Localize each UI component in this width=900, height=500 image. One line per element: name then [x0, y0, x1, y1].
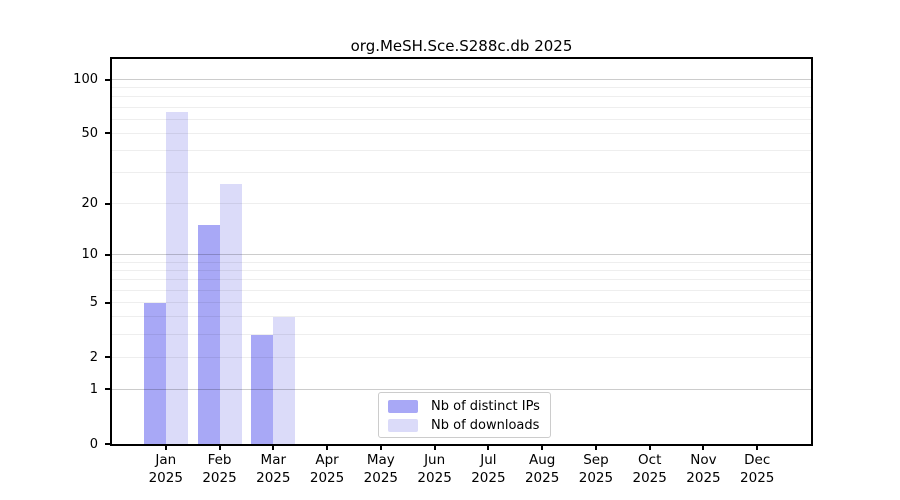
minor-gridline	[112, 150, 811, 152]
x-tick-mark	[702, 444, 705, 450]
x-tick-label: Sep 2025	[566, 452, 626, 487]
minor-gridline	[112, 172, 811, 174]
year-label: 2025	[202, 469, 237, 486]
y-tick-label: 20	[81, 196, 98, 212]
y-tick-mark	[105, 388, 112, 391]
chart-title: org.MeSH.Sce.S288c.db 2025	[350, 37, 573, 55]
minor-gridline	[112, 356, 811, 358]
y-tick-mark	[105, 202, 112, 205]
minor-gridline	[112, 269, 811, 271]
minor-gridline	[112, 261, 811, 263]
x-tick-mark	[487, 444, 490, 450]
x-tick-mark	[756, 444, 759, 450]
y-tick-label: 5	[89, 295, 98, 310]
y-tick-mark	[105, 356, 112, 359]
x-tick-mark	[648, 444, 651, 450]
x-tick-label: Jun 2025	[405, 452, 465, 487]
y-tick-mark	[105, 443, 112, 445]
y-tick-label: 10	[81, 247, 98, 263]
year-label: 2025	[417, 469, 452, 486]
minor-gridline	[112, 203, 811, 205]
month-label: Jun	[424, 452, 446, 468]
minor-gridline	[112, 334, 811, 336]
month-label: Feb	[207, 452, 232, 468]
x-tick-label: Jul 2025	[458, 452, 518, 487]
y-tick-label: 50	[81, 125, 98, 141]
minor-gridline	[112, 132, 811, 134]
minor-gridline	[112, 316, 811, 318]
legend: Nb of distinct IPs Nb of downloads	[378, 392, 551, 438]
month-label: Oct	[638, 452, 662, 468]
x-tick-mark	[433, 444, 436, 450]
x-tick-mark	[272, 444, 275, 450]
x-tick-label: Apr 2025	[297, 452, 357, 487]
year-label: 2025	[578, 469, 614, 486]
minor-gridline	[112, 118, 811, 120]
legend-item-downloads: Nb of downloads	[388, 416, 550, 435]
month-label: Jan	[155, 452, 177, 468]
x-tick-label: Mar 2025	[243, 452, 303, 487]
minor-gridline	[112, 279, 811, 281]
month-label: Mar	[260, 452, 287, 468]
legend-item-distinct-ips: Nb of distinct IPs	[388, 397, 550, 416]
year-label: 2025	[256, 469, 291, 486]
month-label: May	[366, 452, 395, 468]
x-tick-mark	[218, 444, 221, 450]
month-label: Jul	[480, 452, 497, 468]
bar-distinct-ips	[197, 225, 220, 444]
minor-gridline	[112, 302, 811, 303]
year-label: 2025	[471, 469, 506, 486]
y-tick-label: 1	[89, 381, 98, 397]
bar-distinct-ips	[143, 302, 166, 444]
minor-gridline	[112, 96, 811, 98]
legend-swatch-downloads	[388, 419, 418, 432]
plot-area	[112, 59, 811, 444]
minor-gridline	[112, 106, 811, 108]
year-label: 2025	[524, 469, 560, 486]
bar-downloads	[219, 183, 242, 444]
bar-downloads	[165, 111, 188, 444]
major-gridline	[112, 254, 811, 256]
x-tick-label: Aug 2025	[512, 452, 572, 487]
year-label: 2025	[363, 469, 399, 486]
minor-gridline	[112, 289, 811, 291]
year-label: 2025	[740, 469, 775, 486]
bar-distinct-ips	[251, 334, 274, 444]
major-gridline	[112, 388, 811, 390]
legend-label-downloads: Nb of downloads	[431, 418, 540, 433]
x-tick-label: Jan 2025	[136, 452, 196, 487]
y-tick-label: 100	[73, 72, 98, 88]
x-tick-mark	[594, 444, 597, 450]
x-tick-mark	[379, 444, 382, 450]
x-tick-label: May 2025	[351, 452, 411, 487]
year-label: 2025	[632, 469, 667, 486]
y-tick-label: 0	[89, 436, 98, 452]
month-label: Aug	[528, 452, 556, 468]
legend-swatch-distinct-ips	[388, 400, 418, 413]
y-tick-mark	[105, 253, 112, 256]
x-tick-label: Feb 2025	[190, 452, 250, 487]
month-label: Apr	[315, 452, 339, 468]
bar-downloads	[273, 316, 296, 444]
y-tick-mark	[105, 78, 112, 81]
year-label: 2025	[309, 469, 345, 486]
x-tick-label: Nov 2025	[673, 452, 733, 487]
x-tick-label: Dec 2025	[727, 452, 787, 487]
year-label: 2025	[686, 469, 721, 486]
month-label: Dec	[744, 452, 771, 468]
legend-label-distinct-ips: Nb of distinct IPs	[431, 399, 540, 414]
x-tick-mark	[164, 444, 167, 450]
x-tick-mark	[326, 444, 329, 450]
minor-gridline	[112, 87, 811, 89]
x-tick-label: Oct 2025	[620, 452, 680, 487]
y-tick-mark	[105, 132, 112, 135]
y-tick-label: 2	[89, 349, 98, 365]
month-label: Sep	[583, 452, 609, 468]
x-tick-mark	[541, 444, 544, 450]
year-label: 2025	[148, 469, 183, 486]
month-label: Nov	[690, 452, 717, 468]
y-tick-mark	[105, 301, 112, 304]
major-gridline	[112, 79, 811, 81]
